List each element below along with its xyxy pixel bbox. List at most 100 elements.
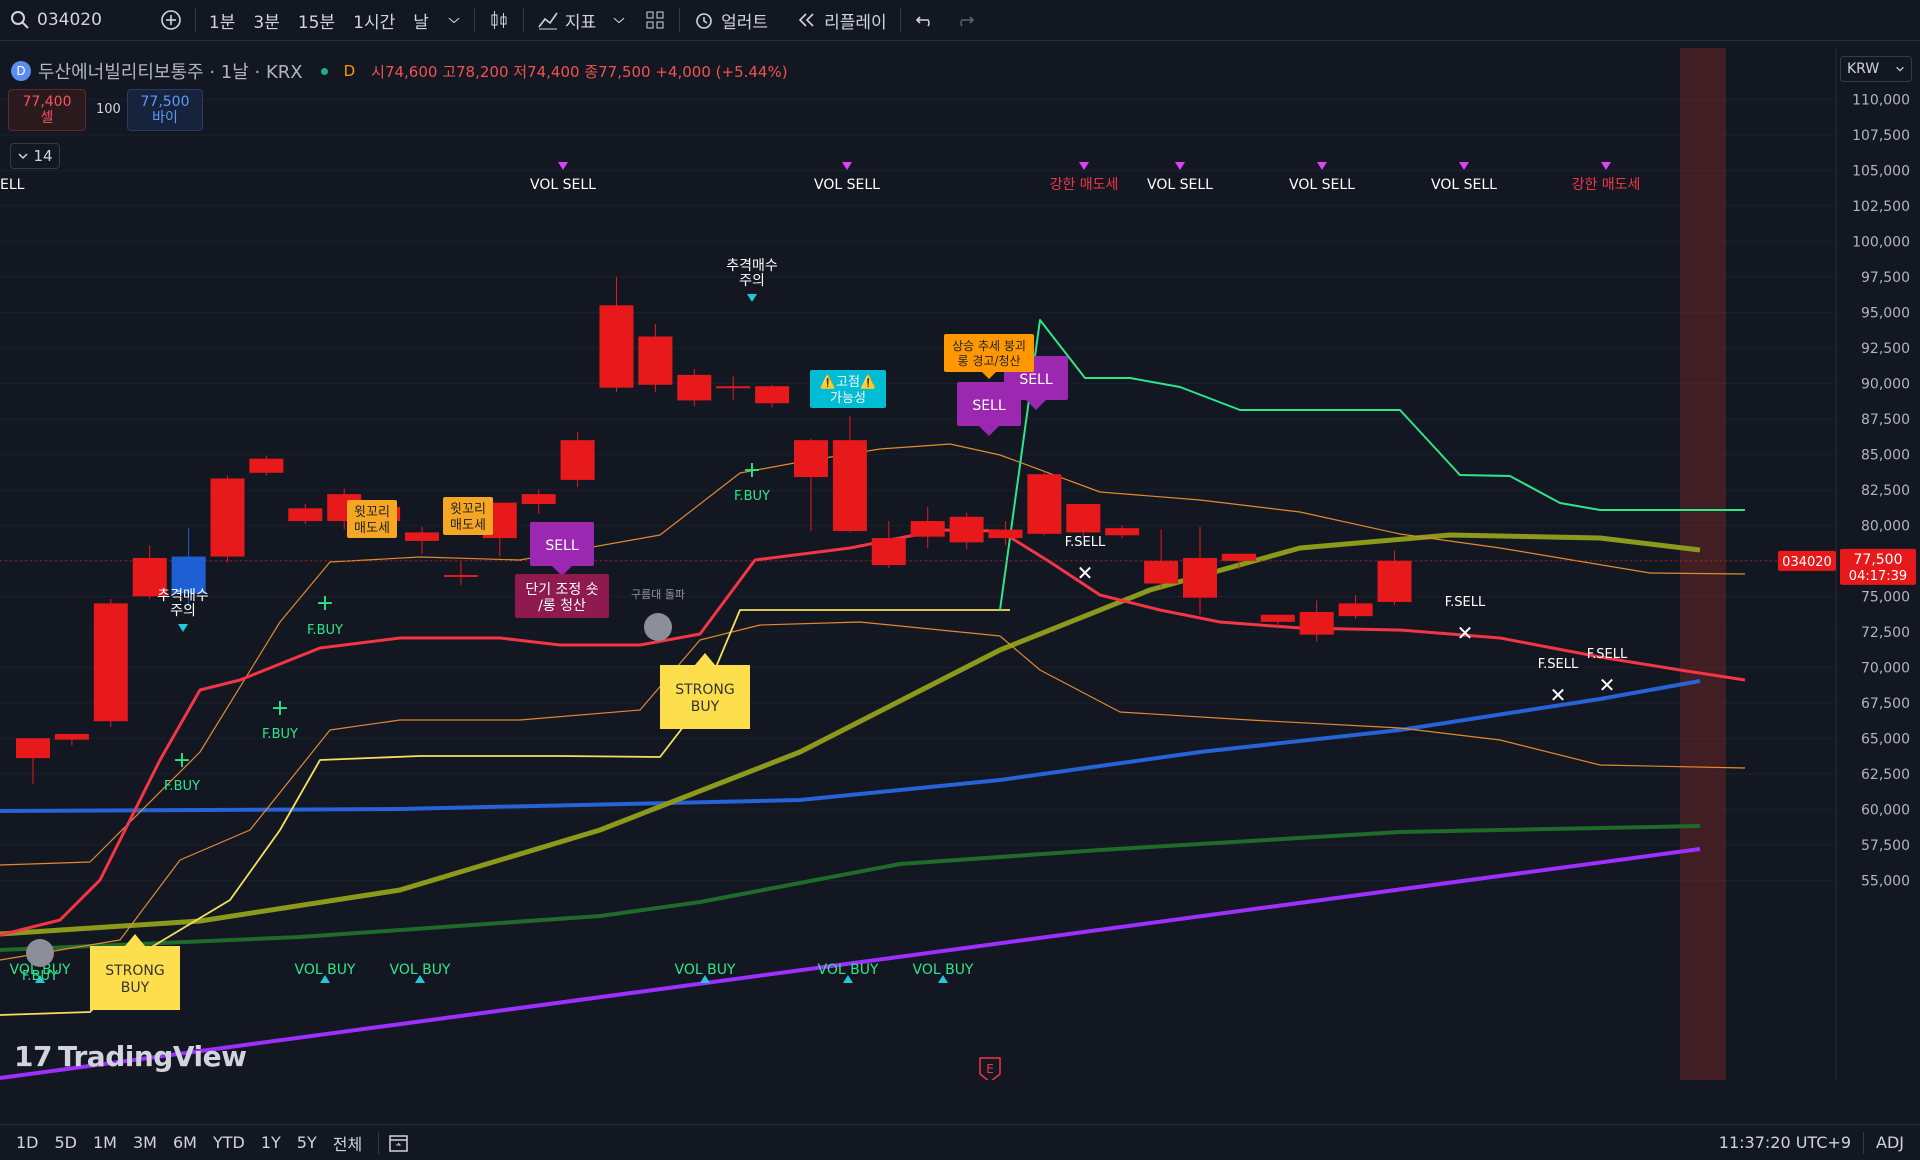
cloud-break-dot [644, 613, 672, 641]
candle-body [171, 556, 206, 594]
candle-body [794, 440, 828, 478]
order-quantity[interactable]: 100 [96, 102, 121, 117]
ohlc-values: 시74,600 고78,200 저74,400 종77,500 +4,000 (… [371, 62, 788, 81]
price-tick-label: 57,500 [1861, 838, 1910, 854]
interval-15m[interactable]: 15분 [297, 12, 336, 33]
layouts-button[interactable] [635, 0, 675, 40]
grid-icon [646, 11, 664, 29]
redo-button[interactable] [945, 0, 985, 40]
candle-body [16, 738, 50, 759]
ma-olive-line [0, 532, 1701, 937]
short-adjust-box [515, 574, 609, 618]
strong-buy-label: STRONG [675, 682, 735, 698]
interval-3m[interactable]: 3분 [253, 12, 280, 33]
interval-1m[interactable]: 1분 [208, 12, 236, 33]
f-buy-cross: + [173, 748, 191, 773]
trend-break-label: 상승 추세 붕괴 [952, 339, 1026, 353]
range-5y[interactable]: 5Y [296, 1133, 317, 1152]
sell-signal-pointer [552, 566, 572, 576]
candle-body [638, 336, 673, 385]
price-tick-label: 92,500 [1861, 341, 1910, 357]
f-buy-label: F.BUY [307, 623, 343, 638]
clock[interactable]: 11:37:20 UTC+9 [1718, 1133, 1852, 1152]
top-possible-label: ⚠️고점⚠️ [820, 374, 876, 390]
range-1d[interactable]: 1D [16, 1133, 39, 1152]
short-adjust-label: /롱 청산 [538, 598, 586, 614]
undo-icon [915, 16, 930, 27]
sell-button[interactable]: 77,400 셀 [8, 89, 86, 131]
chart-legend: D 두산에너빌리티보통주 · 1날 · KRX D 시74,600 고78,20… [10, 58, 788, 84]
buy-button[interactable]: 77,500 바이 [127, 89, 203, 131]
chevron-down-icon [613, 17, 625, 24]
indicators-button[interactable]: 지표 [528, 0, 635, 40]
calendar-goto-icon[interactable] [387, 1131, 411, 1155]
chart-type-button[interactable] [479, 0, 519, 40]
candle-body [560, 440, 595, 480]
price-tick-label: 85,000 [1861, 448, 1910, 464]
symbol-search[interactable]: 034020 [0, 0, 111, 40]
price-tick-label: 60,000 [1861, 803, 1910, 819]
indicators-collapse-button[interactable]: 14 [10, 143, 60, 169]
replay-button[interactable]: 리플레이 [787, 0, 896, 40]
interval-day[interactable]: 날 [413, 12, 429, 33]
ma-dark-green-line [0, 824, 1701, 952]
range-5d[interactable]: 5D [54, 1133, 78, 1152]
symbol-name[interactable]: 두산에너빌리티보통주 · 1날 · KRX [38, 62, 303, 83]
chevron-down-icon [448, 17, 460, 24]
price-tick-label: 102,500 [1852, 199, 1910, 215]
candle-body [1027, 474, 1062, 534]
price-tick-label: 70,000 [1861, 661, 1910, 677]
chart-background [0, 48, 1920, 1080]
range-1y[interactable]: 1Y [260, 1133, 281, 1152]
vol-buy-label: VOL BUY [389, 962, 450, 978]
f-buy-label: F.BUY [164, 779, 200, 794]
f-buy-label: F.BUY [262, 727, 298, 742]
symbol-logo-icon: D [11, 61, 31, 81]
price-tick-label: 100,000 [1852, 235, 1910, 251]
interval-1h[interactable]: 1시간 [353, 12, 396, 33]
price-chart[interactable]: 110,000 107,500 105,000 102,500 100,000 97,50… [0, 48, 1920, 1080]
candle-body [443, 575, 478, 578]
chevron-down-icon [18, 153, 28, 160]
vol-buy-label: VOL BUY [294, 962, 355, 978]
price-tick-label: 110,000 [1852, 93, 1910, 109]
candles-icon [491, 11, 507, 29]
vol-sell-marker [1175, 162, 1185, 170]
undo-button[interactable] [905, 0, 945, 40]
range-6m[interactable]: 6M [172, 1133, 197, 1152]
price-tick-label: 97,500 [1861, 270, 1910, 286]
price-tick-label: 80,000 [1861, 519, 1910, 535]
interval-dropdown[interactable] [438, 0, 470, 40]
rewind-icon [798, 13, 814, 27]
candle-body [1338, 603, 1373, 617]
range-ytd[interactable]: YTD [212, 1133, 245, 1152]
wick-sell-box [443, 497, 493, 535]
range-1m[interactable]: 1M [93, 1133, 117, 1152]
range-all[interactable]: 전체 [332, 1134, 363, 1154]
price-tick-label: 67,500 [1861, 696, 1910, 712]
compare-button[interactable] [151, 0, 191, 40]
alert-label: 얼러트 [721, 12, 769, 33]
separator [899, 8, 901, 32]
vol-buy-marker [320, 975, 330, 983]
candle-body [716, 386, 751, 389]
price-tick-label: 55,000 [1861, 874, 1910, 890]
range-3m[interactable]: 3M [132, 1133, 157, 1152]
cloud-break-label: 구름대 돌파 [631, 588, 685, 601]
currency-select[interactable]: KRW [1840, 56, 1912, 82]
alert-button[interactable]: 얼러트 [684, 0, 777, 40]
sell-signal-pointer [1026, 400, 1046, 410]
sell-label: 셀 [40, 110, 54, 126]
redo-icon [959, 16, 974, 27]
price-tick-label: 72,500 [1861, 625, 1910, 641]
tradingview-logo[interactable]: 17 TradingView [14, 1040, 247, 1073]
signal-label: VOL SELL [1289, 177, 1355, 193]
adj-toggle[interactable]: ADJ [1876, 1133, 1904, 1152]
svg-text:D: D [16, 64, 25, 78]
candle-body [1260, 614, 1295, 622]
signal-label: VOL SELL [1147, 177, 1213, 193]
candle-body [755, 386, 790, 404]
sell-signal-box [530, 522, 594, 566]
sell-signal-label: SELL [1019, 372, 1053, 388]
candle-body [949, 516, 984, 543]
